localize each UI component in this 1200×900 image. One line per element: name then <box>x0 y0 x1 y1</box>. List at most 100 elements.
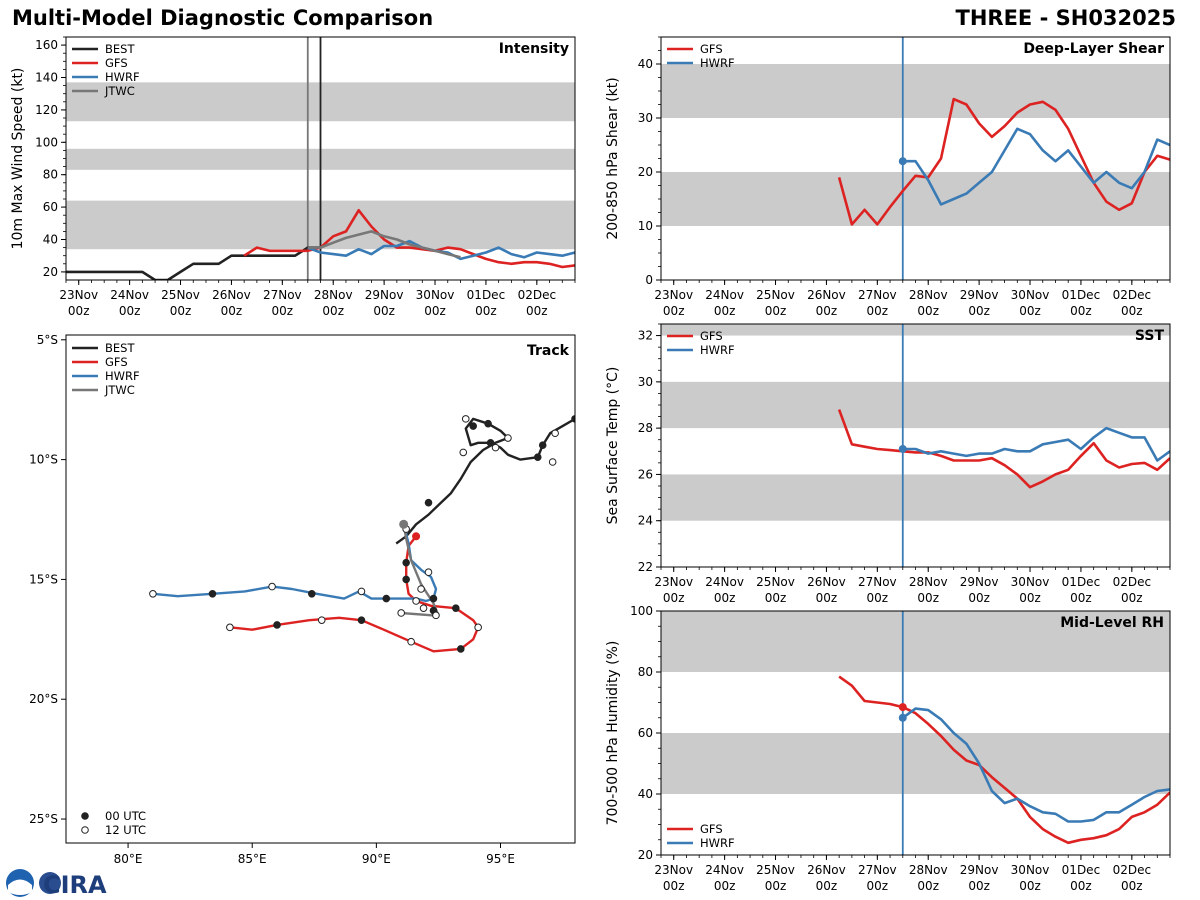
x-tick-day: 24Nov <box>705 863 744 877</box>
panel-title: Mid-Level RH <box>1060 615 1164 631</box>
lat-tick-label: 10°S <box>29 453 58 467</box>
track-point-best <box>491 443 500 452</box>
x-tick-hour: 00z <box>1070 879 1092 893</box>
series-group <box>837 97 1170 226</box>
y-tick-label: 28 <box>638 421 653 435</box>
y-tick-label: 80 <box>43 168 58 182</box>
y-tick-label: 120 <box>35 103 58 117</box>
y-tick-label: 26 <box>638 467 653 481</box>
x-tick-hour: 00z <box>917 304 939 318</box>
legend-label-best: BEST <box>105 42 135 56</box>
x-tick-day: 29Nov <box>365 288 404 302</box>
x-tick-hour: 00z <box>475 304 497 318</box>
legend-label-hwrf: HWRF <box>105 70 140 84</box>
panel-title: Deep-Layer Shear <box>1023 41 1164 57</box>
x-tick-hour: 00z <box>1019 304 1041 318</box>
series-line-hwrf <box>902 707 1170 823</box>
track-point-jtwc <box>417 585 425 593</box>
x-tick-day: 28Nov <box>909 863 948 877</box>
threshold-band <box>661 381 1170 429</box>
panel-title: SST <box>1135 328 1165 344</box>
x-tick-day: 29Nov <box>960 288 999 302</box>
legend-label-gfs: GFS <box>700 822 723 836</box>
x-tick-hour: 00z <box>322 304 344 318</box>
track-start-jtwc <box>399 519 409 529</box>
x-tick-hour: 00z <box>867 304 889 318</box>
globe-icon <box>39 872 61 894</box>
x-tick-hour: 00z <box>1070 591 1092 605</box>
track-frame <box>65 334 576 844</box>
x-tick-hour: 00z <box>68 304 90 318</box>
lon-tick-label: 80°E <box>114 852 143 866</box>
series-group <box>838 675 1170 845</box>
x-tick-day: 27Nov <box>858 863 897 877</box>
x-tick-day: 29Nov <box>960 575 999 589</box>
x-tick-hour: 00z <box>272 304 294 318</box>
y-tick-label: 60 <box>638 726 653 740</box>
track-point-hwrf <box>429 594 438 603</box>
x-tick-hour: 00z <box>663 879 685 893</box>
x-tick-day: 30Nov <box>1011 288 1050 302</box>
legend-label-hwrf: HWRF <box>700 343 735 357</box>
figure-title: Multi-Model Diagnostic Comparison <box>12 6 434 30</box>
track-point-gfs <box>357 616 366 624</box>
x-tick-day: 27Nov <box>858 575 897 589</box>
y-axis-label: 700-500 hPa Humidity (%) <box>605 641 621 826</box>
y-axis-label: 10m Max Wind Speed (kt) <box>10 68 26 250</box>
x-tick-day: 23Nov <box>654 863 693 877</box>
track-point-best <box>504 434 512 442</box>
y-tick-label: 100 <box>630 604 653 618</box>
track-line-hwrf <box>152 524 438 603</box>
track-point-hwrf <box>268 582 276 591</box>
x-tick-hour: 00z <box>765 591 787 605</box>
track-point-best <box>551 429 559 438</box>
track-point-gfs <box>402 575 410 584</box>
panel-title: Intensity <box>499 41 569 57</box>
x-tick-hour: 00z <box>1121 879 1143 893</box>
x-tick-day: 23Nov <box>654 575 693 589</box>
y-tick-label: 24 <box>638 514 653 528</box>
series-line-jtwc <box>307 230 461 259</box>
y-tick-label: 22 <box>638 560 653 574</box>
y-tick-label: 60 <box>43 200 58 214</box>
x-tick-hour: 00z <box>714 591 736 605</box>
x-tick-day: 27Nov <box>858 288 897 302</box>
threshold-band <box>661 611 1170 672</box>
track-point-best <box>461 415 470 423</box>
track-point-gfs <box>452 604 460 612</box>
init-marker-hwrf <box>898 157 907 166</box>
track-point-gfs <box>317 616 326 624</box>
track-point-hwrf <box>149 589 157 598</box>
x-tick-day: 29Nov <box>960 863 999 877</box>
x-tick-day: 02Dec <box>1113 863 1152 877</box>
x-tick-hour: 00z <box>816 879 838 893</box>
noaa-wave-icon <box>8 879 32 895</box>
track-point-jtwc <box>412 597 420 605</box>
track-point-best <box>424 498 433 507</box>
x-tick-hour: 00z <box>526 304 548 318</box>
x-tick-hour: 00z <box>968 591 990 605</box>
threshold-band <box>661 64 1170 118</box>
marker-legend-symbol <box>81 812 89 820</box>
x-tick-hour: 00z <box>1121 591 1143 605</box>
x-tick-hour: 00z <box>765 879 787 893</box>
x-tick-day: 27Nov <box>263 288 302 302</box>
track-point-best <box>486 439 495 447</box>
x-tick-day: 02Dec <box>1113 575 1152 589</box>
x-tick-day: 26Nov <box>807 863 846 877</box>
track-series-group <box>149 415 575 653</box>
series-line-best <box>66 246 321 280</box>
x-tick-hour: 00z <box>663 591 685 605</box>
x-tick-hour: 00z <box>1019 591 1041 605</box>
x-tick-hour: 00z <box>917 591 939 605</box>
x-tick-hour: 00z <box>714 879 736 893</box>
legend-label-gfs: GFS <box>700 42 723 56</box>
lat-tick-label: 20°S <box>29 692 58 706</box>
x-tick-day: 30Nov <box>1011 863 1050 877</box>
x-tick-day: 25Nov <box>756 863 795 877</box>
init-marker-gfs <box>898 703 907 712</box>
x-tick-day: 23Nov <box>654 288 693 302</box>
track-point-best <box>484 419 492 428</box>
